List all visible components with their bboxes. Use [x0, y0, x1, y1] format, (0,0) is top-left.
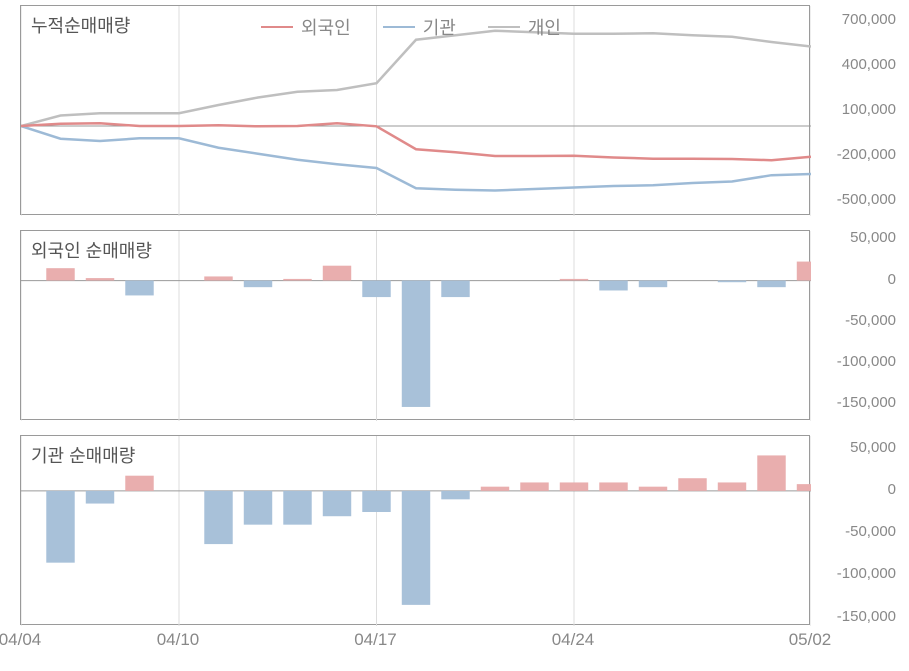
- bar: [46, 268, 74, 280]
- panel-institution: 기관 순매매량: [20, 435, 810, 625]
- bar: [283, 279, 311, 281]
- y-tick-label: 50,000: [816, 439, 896, 456]
- y-tick-label: -200,000: [816, 146, 896, 163]
- bar: [520, 482, 548, 490]
- bar: [204, 491, 232, 544]
- bar: [718, 281, 746, 283]
- bar: [797, 262, 811, 281]
- y-tick-label: 50,000: [816, 229, 896, 246]
- bar: [599, 482, 627, 490]
- y-tick-label: 100,000: [816, 101, 896, 118]
- legend-swatch: [261, 26, 293, 29]
- legend-swatch: [383, 26, 415, 29]
- bar: [639, 487, 667, 491]
- bar: [283, 491, 311, 525]
- x-tick-label: 04/17: [346, 630, 406, 650]
- bar: [481, 487, 509, 491]
- panel3-title: 기관 순매매량: [31, 442, 135, 468]
- y-tick-label: -100,000: [816, 353, 896, 370]
- bar: [125, 281, 153, 296]
- bar: [125, 476, 153, 491]
- panel2-title: 외국인 순매매량: [31, 237, 152, 263]
- bar: [323, 266, 351, 281]
- bar: [560, 482, 588, 490]
- panel-foreign: 외국인 순매매량: [20, 230, 810, 420]
- bar: [402, 281, 430, 407]
- bar: [86, 278, 114, 280]
- bar: [46, 491, 74, 563]
- bar: [639, 281, 667, 288]
- line-individual: [21, 31, 811, 126]
- legend-item: 기관: [383, 14, 456, 40]
- y-tick-label: 700,000: [816, 11, 896, 28]
- x-tick-label: 04/04: [0, 630, 50, 650]
- bar: [204, 276, 232, 280]
- bar: [362, 281, 390, 298]
- legend-label: 기관: [423, 14, 456, 40]
- legend-swatch: [488, 26, 520, 29]
- bar: [757, 455, 785, 490]
- y-tick-label: -150,000: [816, 608, 896, 625]
- y-tick-label: -50,000: [816, 312, 896, 329]
- y-tick-label: -50,000: [816, 523, 896, 540]
- legend-label: 개인: [528, 14, 561, 40]
- bar: [86, 491, 114, 504]
- panel-cumulative: 누적순매매량 외국인 기관 개인: [20, 5, 810, 215]
- bar: [244, 491, 272, 525]
- bar: [441, 491, 469, 499]
- bar: [362, 491, 390, 512]
- legend-label: 외국인: [301, 14, 351, 40]
- y-tick-label: -500,000: [816, 191, 896, 208]
- bar: [599, 281, 627, 291]
- bar: [402, 491, 430, 605]
- bar: [718, 482, 746, 490]
- y-tick-label: -150,000: [816, 394, 896, 411]
- bar: [678, 478, 706, 491]
- bar: [323, 491, 351, 516]
- y-tick-label: 400,000: [816, 56, 896, 73]
- bar: [441, 281, 469, 298]
- bar: [757, 281, 785, 288]
- panel1-title: 누적순매매량: [31, 12, 130, 38]
- x-tick-label: 04/10: [148, 630, 208, 650]
- bar: [244, 281, 272, 288]
- line-foreign: [21, 123, 811, 160]
- y-tick-label: 0: [816, 271, 896, 288]
- legend-item: 개인: [488, 14, 561, 40]
- bar: [797, 484, 811, 491]
- y-tick-label: -100,000: [816, 565, 896, 582]
- legend-item: 외국인: [261, 14, 351, 40]
- x-tick-label: 05/02: [780, 630, 840, 650]
- chart-container: 누적순매매량 외국인 기관 개인 -500,000 -200,000 100,000 400,…: [0, 0, 909, 671]
- bar: [560, 279, 588, 281]
- legend: 외국인 기관 개인: [261, 14, 561, 40]
- x-tick-label: 04/24: [543, 630, 603, 650]
- y-tick-label: 0: [816, 481, 896, 498]
